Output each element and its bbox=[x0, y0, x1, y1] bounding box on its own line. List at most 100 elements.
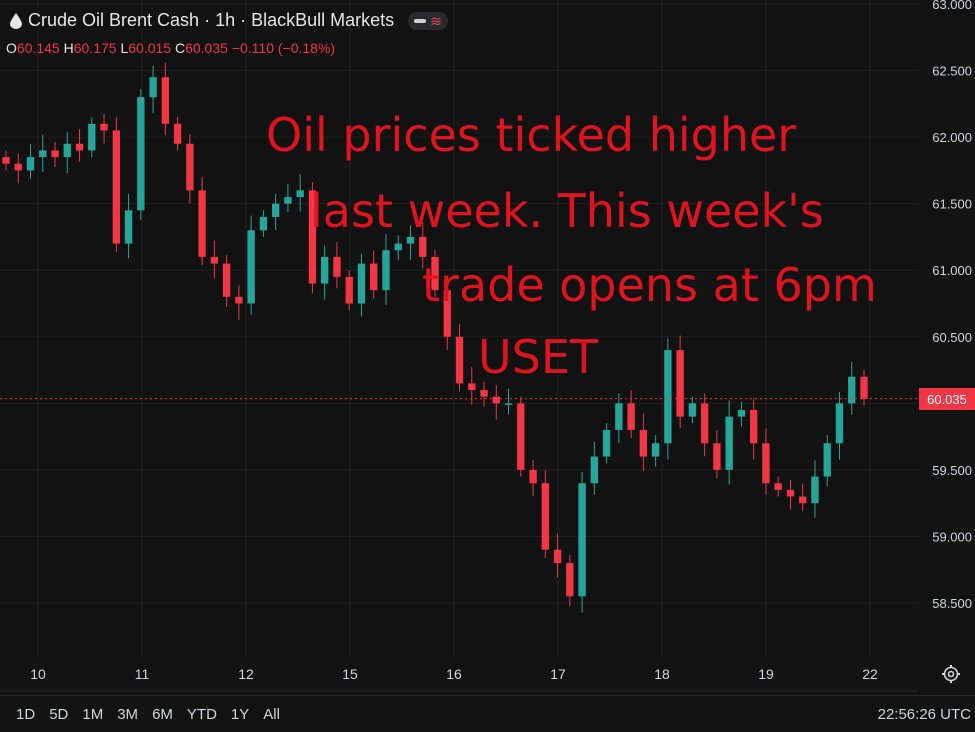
candle-body bbox=[492, 396, 500, 404]
last-price-tag: 60.035 bbox=[919, 388, 975, 410]
symbol-title[interactable]: Crude Oil Brent Cash · 1h · BlackBull Ma… bbox=[28, 10, 395, 30]
candle-body bbox=[529, 469, 537, 484]
y-tick-label: 62.000 bbox=[932, 130, 972, 145]
candle-body bbox=[504, 403, 513, 405]
candle-body bbox=[713, 443, 721, 470]
x-tick-label: 18 bbox=[654, 666, 670, 682]
candle-body bbox=[271, 203, 280, 217]
droplet-icon bbox=[10, 12, 22, 29]
candle-body bbox=[222, 263, 231, 297]
candle-body bbox=[333, 256, 341, 277]
gear-icon[interactable] bbox=[941, 664, 961, 684]
candle-body bbox=[431, 256, 439, 291]
candle-body bbox=[774, 483, 782, 490]
y-tick-label: 62.500 bbox=[932, 64, 972, 79]
candle-body bbox=[39, 150, 47, 158]
y-tick-label: 60.500 bbox=[932, 330, 972, 345]
candle-body bbox=[590, 456, 599, 484]
timeframe-5d[interactable]: 5D bbox=[49, 705, 69, 723]
candle-body bbox=[786, 489, 795, 497]
timeframe-1y[interactable]: 1Y bbox=[230, 705, 250, 723]
candle-body bbox=[100, 123, 108, 131]
candle-body bbox=[406, 236, 415, 244]
candle-body bbox=[578, 483, 586, 597]
y-axis: 63.00062.50062.00061.50061.00060.50060.0… bbox=[932, 0, 972, 611]
timeframe-1d[interactable]: 1D bbox=[16, 705, 36, 723]
candle-body bbox=[394, 243, 402, 251]
candle-body bbox=[799, 496, 807, 504]
candle-body bbox=[308, 190, 317, 284]
candle-body bbox=[210, 256, 219, 264]
candle-body bbox=[2, 157, 10, 164]
utc-clock[interactable]: 22:56:26 UTC bbox=[877, 705, 971, 723]
candle-body bbox=[455, 336, 464, 384]
open-value: 60.145 bbox=[16, 40, 60, 56]
timeframe-3m[interactable]: 3M bbox=[117, 705, 139, 723]
timeframe-selector: 1D 5D 1M 3M 6M YTD 1Y All bbox=[16, 706, 280, 723]
candle-body bbox=[443, 290, 451, 337]
candle-body bbox=[664, 350, 672, 444]
x-tick-label: 15 bbox=[342, 666, 358, 682]
candle-body bbox=[88, 123, 96, 151]
x-tick-label: 12 bbox=[238, 666, 254, 682]
candle-body bbox=[517, 403, 525, 470]
candle-body bbox=[750, 409, 758, 444]
timeframe-6m[interactable]: 6M bbox=[152, 705, 173, 723]
x-tick-label: 16 bbox=[446, 666, 462, 682]
candle-body bbox=[639, 429, 648, 457]
candle-body bbox=[602, 429, 611, 457]
candle-body bbox=[700, 403, 709, 444]
candle-body bbox=[860, 376, 868, 399]
candle-body bbox=[198, 190, 206, 257]
wave-icon: ≋ bbox=[430, 12, 442, 29]
candle-body bbox=[186, 143, 194, 191]
candle-body bbox=[63, 143, 71, 158]
low-label: L bbox=[120, 40, 129, 56]
low-value: 60.015 bbox=[128, 40, 172, 56]
timeframe-1m[interactable]: 1M bbox=[82, 705, 104, 723]
candle-body bbox=[235, 296, 243, 304]
change-value: −0.110 (−0.18%) bbox=[231, 40, 336, 56]
candle-body bbox=[14, 163, 22, 171]
candle-body bbox=[651, 443, 660, 457]
candle-body bbox=[566, 563, 574, 597]
high-value: 60.175 bbox=[73, 40, 117, 56]
candle-body bbox=[688, 403, 697, 417]
close-label: C bbox=[174, 40, 186, 56]
candle-body bbox=[137, 97, 145, 211]
candle-body bbox=[370, 263, 378, 291]
x-tick-label: 11 bbox=[135, 666, 150, 682]
x-tick-label: 19 bbox=[758, 666, 774, 682]
y-tick-label: 59.500 bbox=[932, 463, 972, 478]
candle-body bbox=[835, 403, 844, 444]
annotation-line-3: trade opens at 6pm bbox=[422, 258, 877, 312]
candle-body bbox=[345, 276, 353, 304]
candle-body bbox=[823, 443, 831, 477]
x-axis: 10 11 12 15 16 17 18 19 22 bbox=[0, 666, 918, 692]
chart-header: Crude Oil Brent Cash · 1h · BlackBull Ma… bbox=[10, 10, 448, 31]
candle-body bbox=[762, 443, 770, 484]
candle-body bbox=[848, 376, 856, 404]
candle-body bbox=[627, 403, 635, 430]
timeframe-ytd[interactable]: YTD bbox=[186, 705, 217, 723]
candle-body bbox=[811, 476, 819, 504]
y-tick-label: 61.500 bbox=[932, 197, 972, 212]
y-tick-label: 63.000 bbox=[932, 0, 972, 12]
annotation-line-1: Oil prices ticked higher bbox=[266, 108, 797, 162]
candle-body bbox=[51, 150, 59, 158]
candle-body bbox=[468, 383, 476, 391]
timeframe-all[interactable]: All bbox=[263, 705, 280, 723]
candle-body bbox=[112, 130, 120, 244]
candle-body bbox=[321, 256, 329, 284]
candle-body bbox=[357, 263, 366, 304]
candlestick-series bbox=[2, 62, 868, 613]
candle-body bbox=[296, 190, 304, 198]
x-tick-label: 22 bbox=[862, 666, 878, 682]
candle-body bbox=[247, 230, 255, 304]
candle-body bbox=[541, 483, 549, 550]
open-label: O bbox=[6, 40, 17, 56]
x-tick-label: 17 bbox=[550, 666, 566, 682]
y-tick-label: 58.500 bbox=[932, 596, 972, 611]
chart-type-toggle[interactable]: ≋ bbox=[408, 11, 448, 30]
